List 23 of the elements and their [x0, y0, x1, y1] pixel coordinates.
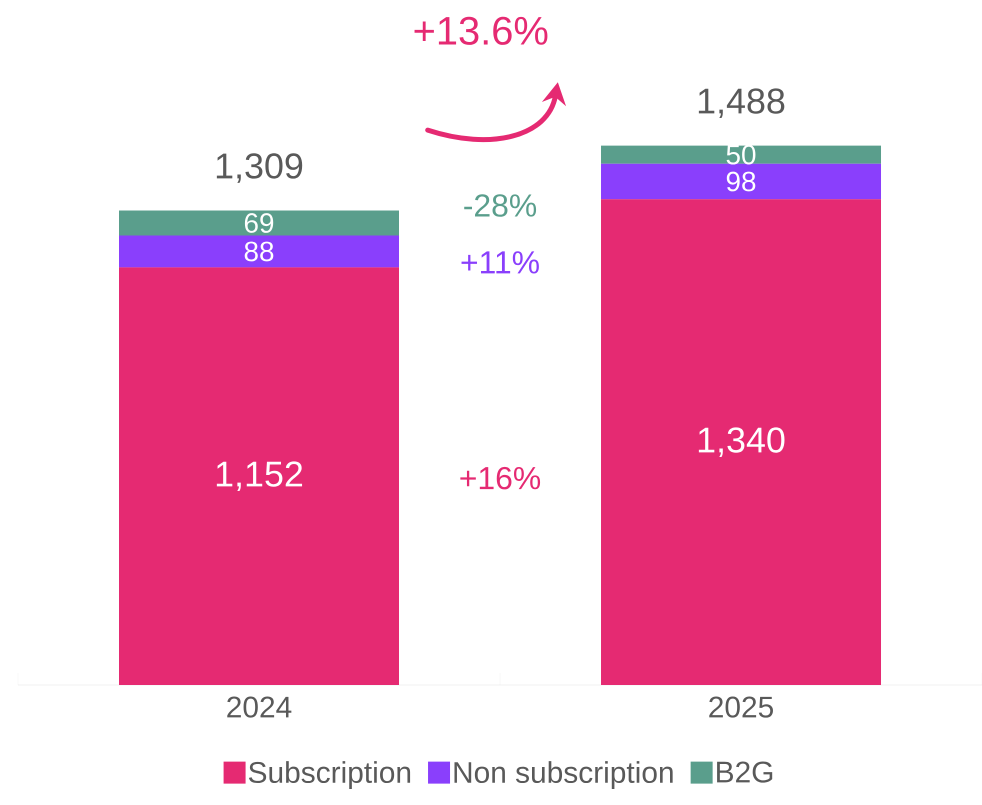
bar — [601, 199, 882, 685]
bar — [601, 146, 882, 164]
data-label: 88 — [244, 242, 274, 262]
data-label: 69 — [244, 213, 274, 233]
annotation: -28% — [464, 194, 536, 217]
bar — [601, 164, 882, 200]
annotation: +16% — [460, 466, 540, 490]
text: +13.6% — [414, 16, 548, 45]
data-label: 1,340 — [698, 427, 784, 457]
x-tick-label: 2025 — [709, 696, 773, 718]
bar — [119, 236, 400, 268]
total-label: 1,309 — [216, 153, 302, 183]
data-label: 1,152 — [216, 461, 302, 492]
total-label: 1,488 — [698, 88, 784, 118]
data-label: 50 — [726, 144, 756, 165]
annotation: +11% — [462, 251, 539, 274]
x-tick-label: 2024 — [227, 696, 292, 718]
legend-label: B2G — [717, 761, 772, 783]
legend-label: Subscription — [248, 761, 410, 789]
legend-label: Non subscription — [454, 761, 673, 789]
bar — [119, 210, 400, 236]
data-label: 98 — [726, 172, 756, 192]
bar — [119, 267, 400, 685]
